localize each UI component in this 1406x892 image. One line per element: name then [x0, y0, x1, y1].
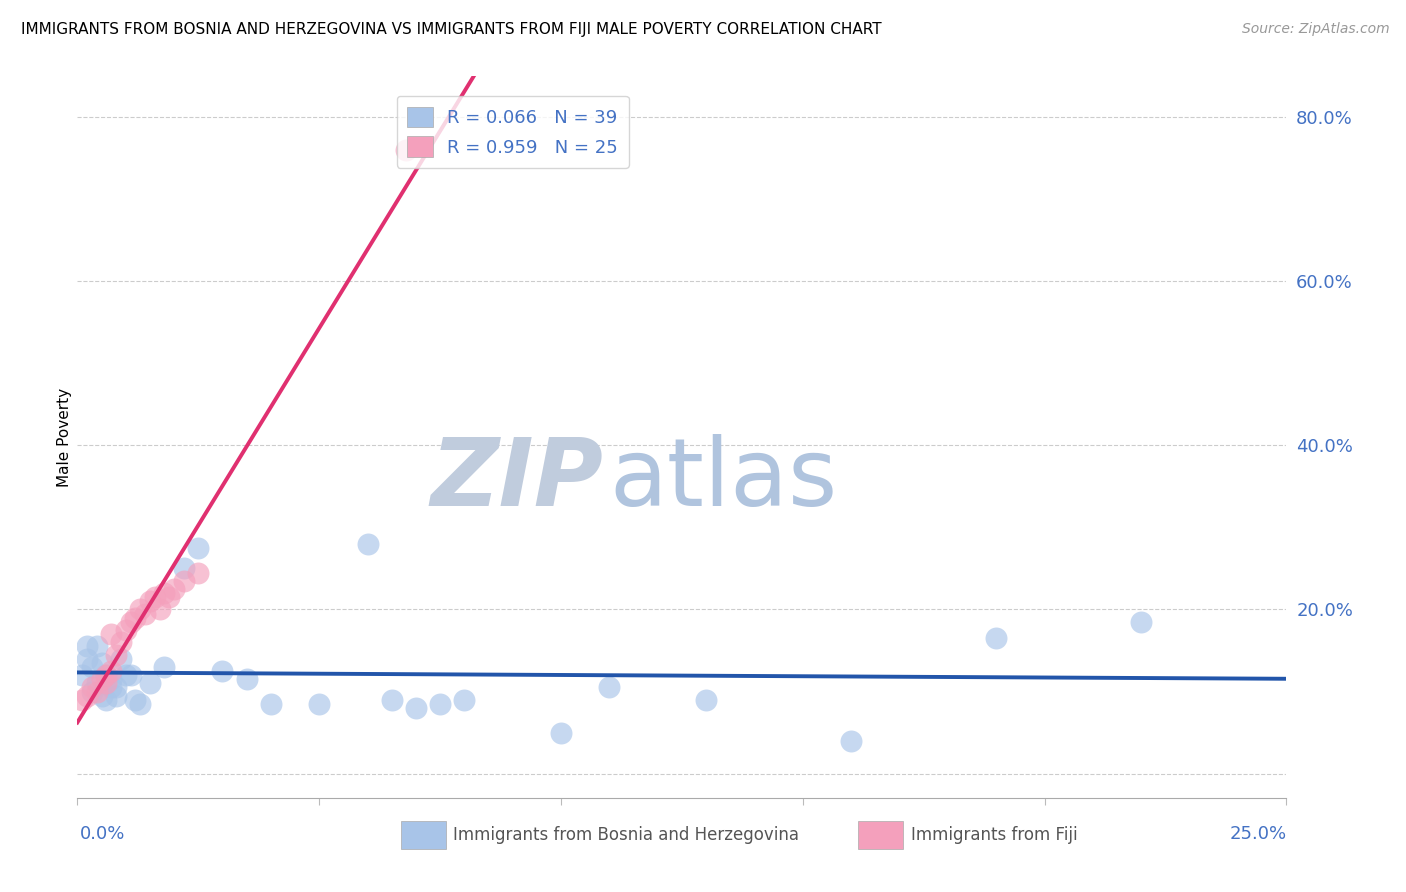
- Point: [70, 693, 93, 707]
- Point: [90, 673, 112, 687]
- Point: [76, 640, 98, 654]
- Point: [187, 566, 209, 580]
- Text: 25.0%: 25.0%: [1229, 825, 1286, 843]
- Point: [105, 689, 128, 703]
- Point: [143, 590, 166, 604]
- Point: [157, 590, 180, 604]
- Point: [70, 668, 93, 682]
- Point: [100, 673, 122, 687]
- Point: [100, 627, 122, 641]
- Point: [96, 693, 118, 707]
- Point: [86, 676, 108, 690]
- Point: [395, 143, 418, 157]
- Text: IMMIGRANTS FROM BOSNIA AND HERZEGOVINA VS IMMIGRANTS FROM FIJI MALE POVERTY CORR: IMMIGRANTS FROM BOSNIA AND HERZEGOVINA V…: [21, 22, 882, 37]
- Point: [163, 582, 186, 596]
- Text: ZIP: ZIP: [430, 434, 603, 526]
- Point: [80, 660, 103, 674]
- Legend: R = 0.066   N = 39, R = 0.959   N = 25: R = 0.066 N = 39, R = 0.959 N = 25: [396, 95, 628, 168]
- Text: atlas: atlas: [609, 434, 838, 526]
- Point: [96, 668, 118, 682]
- Point: [173, 574, 195, 588]
- Point: [100, 681, 122, 695]
- Point: [120, 615, 142, 629]
- Point: [211, 664, 233, 678]
- Point: [114, 623, 136, 637]
- Point: [550, 725, 572, 739]
- Point: [986, 632, 1008, 646]
- Point: [129, 697, 152, 711]
- Point: [695, 693, 717, 707]
- Point: [839, 734, 862, 748]
- Y-axis label: Male Poverty: Male Poverty: [56, 387, 72, 487]
- Point: [148, 602, 170, 616]
- Point: [1130, 615, 1153, 629]
- Point: [110, 635, 132, 649]
- Point: [80, 684, 103, 698]
- Point: [124, 610, 146, 624]
- Point: [139, 676, 162, 690]
- Point: [235, 673, 257, 687]
- Point: [105, 681, 128, 695]
- Point: [405, 701, 427, 715]
- Point: [80, 681, 103, 695]
- Point: [110, 652, 132, 666]
- Point: [308, 697, 330, 711]
- Point: [187, 541, 209, 555]
- Point: [96, 676, 118, 690]
- Point: [429, 697, 451, 711]
- Point: [76, 652, 98, 666]
- Point: [86, 684, 108, 698]
- Point: [90, 656, 112, 670]
- Text: 0.0%: 0.0%: [80, 825, 125, 843]
- Point: [129, 602, 152, 616]
- Point: [100, 664, 122, 678]
- Point: [86, 640, 108, 654]
- Point: [173, 561, 195, 575]
- Point: [139, 594, 162, 608]
- Point: [96, 668, 118, 682]
- Point: [114, 668, 136, 682]
- Point: [105, 648, 128, 662]
- Point: [76, 689, 98, 703]
- Point: [356, 537, 378, 551]
- Text: Immigrants from Fiji: Immigrants from Fiji: [911, 826, 1078, 844]
- Point: [381, 693, 404, 707]
- Text: Source: ZipAtlas.com: Source: ZipAtlas.com: [1241, 22, 1389, 37]
- Point: [260, 697, 283, 711]
- Point: [124, 693, 146, 707]
- Point: [598, 681, 620, 695]
- Text: Immigrants from Bosnia and Herzegovina: Immigrants from Bosnia and Herzegovina: [453, 826, 799, 844]
- Point: [90, 689, 112, 703]
- Point: [153, 586, 176, 600]
- Point: [153, 660, 176, 674]
- Point: [134, 607, 156, 621]
- Point: [120, 668, 142, 682]
- Point: [453, 693, 475, 707]
